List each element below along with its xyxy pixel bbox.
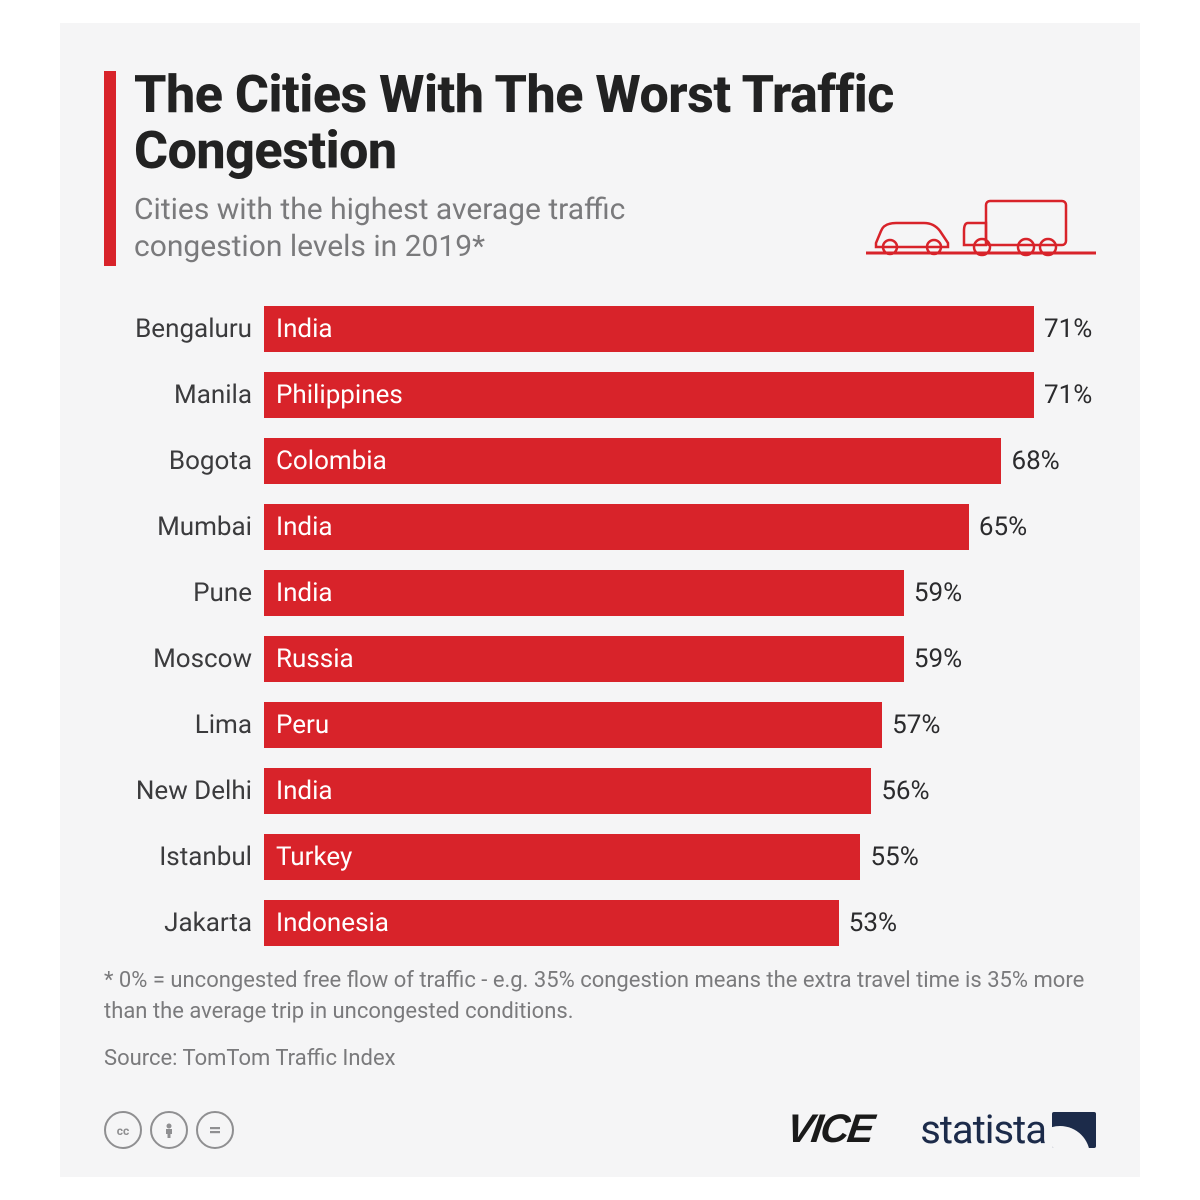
bar-wrap: Indonesia 53% [264, 896, 1096, 950]
vehicles-icon [866, 183, 1096, 267]
bar-wrap: Peru 57% [264, 698, 1096, 752]
bar-wrap: Turkey 55% [264, 830, 1096, 884]
accent-bar [104, 71, 116, 266]
chart-row: LimaPeru 57% [104, 698, 1096, 752]
chart-row: MumbaiIndia 65% [104, 500, 1096, 554]
chart-row: JakartaIndonesia 53% [104, 896, 1096, 950]
cc-icon: cc [104, 1111, 142, 1149]
bar-wrap: India 59% [264, 566, 1096, 620]
brand-logos: VICE statista [787, 1106, 1096, 1153]
city-label: New Delhi [104, 776, 264, 806]
bar-value: 71% [1044, 314, 1092, 344]
chart-row: IstanbulTurkey 55% [104, 830, 1096, 884]
by-icon [150, 1111, 188, 1149]
city-label: Jakarta [104, 908, 264, 938]
bar-wrap: Philippines 71% [264, 368, 1096, 422]
chart-row: BogotaColombia 68% [104, 434, 1096, 488]
bar: Turkey [264, 834, 860, 880]
bar-value: 56% [881, 776, 929, 806]
city-label: Manila [104, 380, 264, 410]
bar-value: 55% [870, 842, 918, 872]
statista-wave-icon [1052, 1112, 1096, 1148]
bar: India [264, 768, 871, 814]
city-label: Istanbul [104, 842, 264, 872]
chart-row: MoscowRussia 59% [104, 632, 1096, 686]
chart-row: New DelhiIndia 56% [104, 764, 1096, 818]
vice-logo: VICE [784, 1107, 876, 1152]
source-label: Source: TomTom Traffic Index [104, 1044, 1096, 1075]
statista-text: statista [920, 1106, 1046, 1153]
footnote: * 0% = uncongested free flow of traffic … [104, 966, 1096, 1028]
city-label: Moscow [104, 644, 264, 674]
bar-value: 59% [914, 578, 962, 608]
city-label: Mumbai [104, 512, 264, 542]
chart-row: BengaluruIndia 71% [104, 302, 1096, 356]
bar: Russia [264, 636, 904, 682]
bar: Colombia [264, 438, 1001, 484]
city-label: Pune [104, 578, 264, 608]
city-label: Bogota [104, 446, 264, 476]
nd-icon [196, 1111, 234, 1149]
bar-value: 59% [914, 644, 962, 674]
svg-text:cc: cc [117, 1124, 130, 1138]
bar-wrap: Russia 59% [264, 632, 1096, 686]
bar-wrap: Colombia 68% [264, 434, 1096, 488]
infographic-card: The Cities With The Worst Traffic Conges… [60, 23, 1140, 1178]
bar-chart: BengaluruIndia71%ManilaPhilippines71%Bog… [104, 302, 1096, 950]
bar-wrap: India 71% [264, 302, 1096, 356]
bar-wrap: India 65% [264, 500, 1096, 554]
bar: Peru [264, 702, 882, 748]
city-label: Bengaluru [104, 314, 264, 344]
main-title: The Cities With The Worst Traffic Conges… [134, 67, 1096, 179]
city-label: Lima [104, 710, 264, 740]
chart-row: PuneIndia 59% [104, 566, 1096, 620]
bar-value: 53% [849, 908, 897, 938]
bar: India [264, 504, 969, 550]
subtitle: Cities with the highest average traffic … [134, 191, 754, 266]
bar: Philippines [264, 372, 1034, 418]
bar-value: 71% [1044, 380, 1092, 410]
statista-logo: statista [920, 1106, 1096, 1153]
license-icons: cc [104, 1111, 234, 1149]
bar-wrap: India 56% [264, 764, 1096, 818]
bar: Indonesia [264, 900, 839, 946]
chart-row: ManilaPhilippines 71% [104, 368, 1096, 422]
bar-value: 68% [1011, 446, 1059, 476]
bar-value: 57% [892, 710, 940, 740]
bar-value: 65% [979, 512, 1027, 542]
bar: India [264, 306, 1034, 352]
bar: India [264, 570, 904, 616]
footer: cc VICE statista [104, 1098, 1096, 1153]
